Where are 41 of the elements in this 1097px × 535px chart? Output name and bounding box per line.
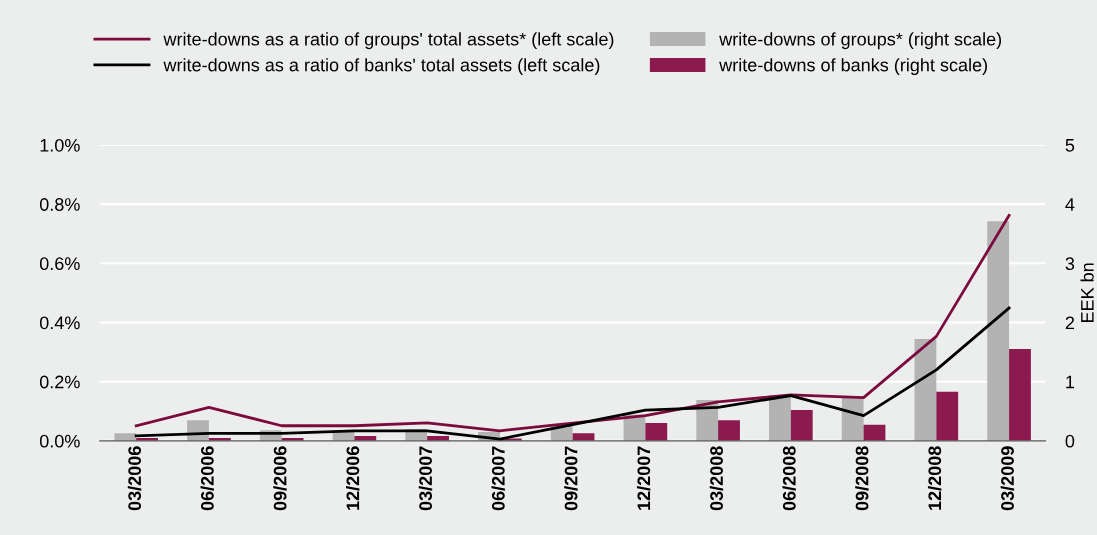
bar <box>645 423 668 441</box>
legend-label: write-downs of banks (right scale) <box>719 58 987 75</box>
y2-tick-label: 4 <box>1065 198 1075 211</box>
y2-axis-title: EEK bn <box>1080 263 1094 323</box>
x-tick-label: 12/2007 <box>636 446 651 510</box>
y2-tick-label: 5 <box>1065 139 1075 152</box>
x-tick-label: 09/2007 <box>564 446 578 511</box>
line-series <box>134 214 1011 433</box>
legend-label: write-downs of groups* (right scale) <box>719 32 1002 50</box>
y2-tick-label: 3 <box>1065 257 1075 271</box>
bar <box>718 420 740 441</box>
bar <box>1009 349 1031 441</box>
x-tick-label: 03/2008 <box>709 446 724 511</box>
x-tick-label: 03/2007 <box>418 446 433 511</box>
x-tick-label: 12/2008 <box>927 446 942 510</box>
x-tick-label: 09/2006 <box>273 446 287 511</box>
bar <box>863 424 886 441</box>
y-tick-label: 0.2% <box>39 375 80 389</box>
bar <box>987 221 1010 441</box>
x-tick-label: 09/2008 <box>855 446 869 511</box>
y-tick-label: 0.4% <box>39 316 80 330</box>
legend-label: write-downs as a ratio of banks' total assets (left scale) <box>163 58 600 75</box>
x-tick-label: 12/2006 <box>346 446 360 510</box>
y-tick-label: 1.0% <box>40 138 80 152</box>
bar <box>769 395 791 441</box>
y2-tick-label: 0 <box>1065 434 1075 448</box>
x-tick-label: 06/2006 <box>200 446 214 511</box>
bar <box>936 391 959 441</box>
x-tick-label: 06/2007 <box>491 446 505 511</box>
x-tick-label: 06/2008 <box>782 446 796 511</box>
y-tick-label: 0.6% <box>39 257 80 271</box>
y-tick-label: 0.0% <box>39 434 80 448</box>
y-tick-label: 0.8% <box>39 198 80 211</box>
bar <box>790 410 813 441</box>
line-series <box>134 306 1011 441</box>
y2-tick-label: 2 <box>1065 316 1075 330</box>
x-tick-label: 03/2006 <box>127 446 142 511</box>
bar <box>114 433 137 441</box>
legend-label: write-downs as a ratio of groups' total assets* (left scale) <box>163 32 614 50</box>
x-tick-label: 03/2009 <box>1000 446 1015 511</box>
y2-tick-label: 1 <box>1066 375 1075 389</box>
